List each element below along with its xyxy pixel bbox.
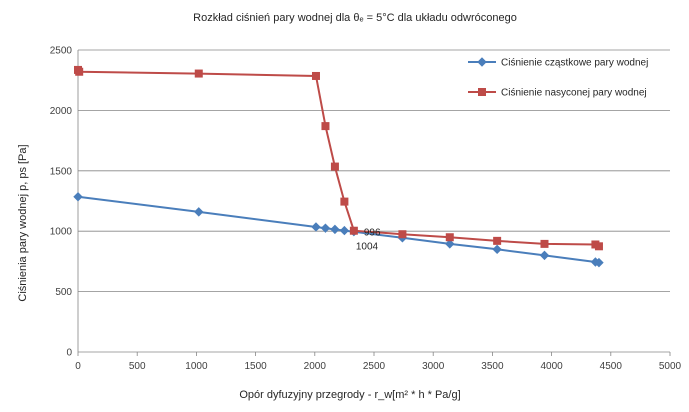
x-axis-label: Opór dyfuzyjny przegrody - r_w[m² * h * … (239, 389, 460, 401)
x-tick-label: 500 (129, 361, 146, 372)
data-point-series1 (340, 197, 349, 206)
data-point-series0 (73, 192, 83, 202)
y-tick-label: 2500 (50, 46, 73, 57)
y-tick-label: 0 (66, 348, 72, 359)
data-point-series1 (311, 71, 320, 80)
data-point-series1 (349, 226, 358, 235)
data-point-series1 (194, 69, 203, 78)
x-tick-label: 3000 (422, 361, 445, 372)
data-point-series1 (398, 230, 407, 239)
data-point-series0 (339, 225, 350, 236)
legend-entry-label: Ciśnienie nasyconej pary wodnej (501, 88, 647, 99)
annotations: 996 1004 (356, 228, 381, 253)
y-tick-label: 500 (55, 287, 72, 298)
legend: Ciśnienie cząstkowe pary wodnej Ciśnienie… (468, 57, 648, 99)
data-point-series0 (445, 239, 455, 249)
data-point-series0 (594, 257, 604, 268)
series-group (73, 65, 604, 268)
x-tick-label: 1500 (244, 361, 267, 372)
data-point-series1 (478, 88, 486, 96)
data-point-series0 (477, 57, 487, 67)
data-point-series1 (445, 233, 454, 242)
data-point-series0 (492, 244, 502, 255)
data-point-series1 (330, 162, 339, 171)
y-tick-label: 2000 (50, 106, 73, 117)
data-point-series1 (540, 239, 549, 248)
chart-title: Rozkład ciśnień pary wodnej dla θₑ = 5°C… (193, 12, 517, 24)
data-label: 1004 (356, 242, 379, 253)
x-tick-label: 4000 (540, 361, 563, 372)
y-tick-label: 1500 (50, 166, 73, 177)
x-tick-label: 3500 (481, 361, 504, 372)
y-axis-label: Ciśnienia pary wodnej p, ps [Pa] (17, 144, 29, 301)
data-point-series0 (311, 222, 321, 232)
x-tick-label: 1000 (185, 361, 208, 372)
data-point-series0 (539, 250, 550, 261)
series-0 (73, 192, 604, 268)
series-1 (74, 65, 603, 251)
data-point-series0 (320, 223, 331, 233)
series-line-1 (77, 69, 600, 248)
data-point-series1 (493, 236, 502, 245)
data-point-series1 (594, 242, 603, 251)
data-point-series0 (194, 207, 204, 217)
data-point-series1 (75, 67, 84, 76)
y-tick-label: 1000 (50, 227, 73, 238)
x-tick-label: 2000 (304, 361, 327, 372)
x-tick-label: 2500 (363, 361, 386, 372)
data-label: 996 (364, 228, 381, 239)
x-tick-label: 4500 (600, 361, 623, 372)
x-tick-label: 0 (75, 361, 81, 372)
data-point-series1 (321, 122, 330, 131)
x-tick-label: 5000 (659, 361, 682, 372)
legend-entry-label: Ciśnienie cząstkowe pary wodnej (501, 58, 648, 69)
data-point-series0 (330, 224, 340, 235)
